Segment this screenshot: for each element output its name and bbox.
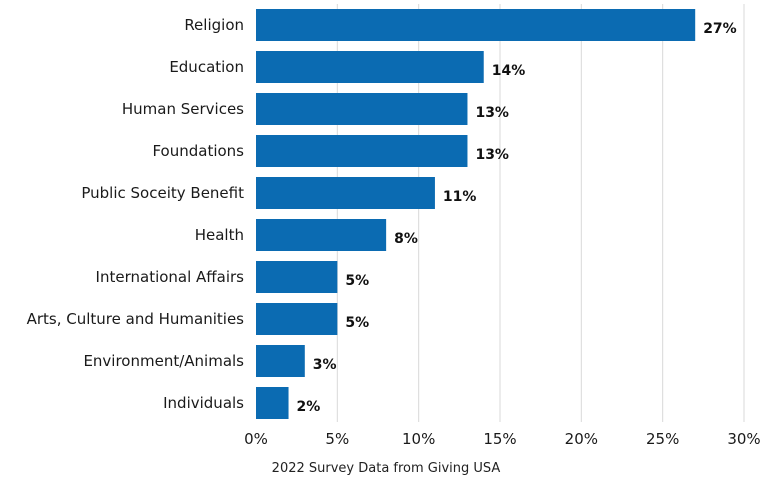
value-label: 3%	[313, 357, 337, 373]
value-label: 27%	[703, 21, 737, 37]
x-tick-label: 5%	[325, 430, 349, 448]
bar	[256, 261, 338, 293]
x-tick-label: 15%	[483, 430, 516, 448]
x-tick-label: 25%	[646, 430, 679, 448]
category-label: Religion	[184, 16, 244, 34]
x-tick-label: 20%	[565, 430, 598, 448]
value-label: 5%	[345, 273, 369, 289]
category-label: Individuals	[163, 394, 244, 412]
value-labels: 27% 14% 13% 13% 11% 8% 5% 5% 3% 2%	[297, 21, 737, 415]
bar	[256, 135, 468, 167]
x-tick-label: 10%	[402, 430, 435, 448]
x-tick-label: 30%	[727, 430, 760, 448]
value-label: 8%	[394, 231, 418, 247]
category-label: Public Soceity Benefit	[81, 184, 244, 202]
bars	[256, 9, 696, 419]
value-label: 2%	[297, 399, 321, 415]
value-label: 5%	[345, 315, 369, 331]
bar	[256, 9, 696, 41]
category-label: Human Services	[122, 100, 244, 118]
value-label: 14%	[492, 63, 526, 79]
x-axis-title: 2022 Survey Data from Giving USA	[272, 461, 501, 476]
bar	[256, 177, 435, 209]
category-labels: Religion Education Human Services Foundatio…	[27, 16, 245, 412]
bar	[256, 303, 338, 335]
bar	[256, 387, 289, 419]
bar	[256, 51, 484, 83]
category-label: Arts, Culture and Humanities	[27, 310, 245, 328]
value-label: 13%	[475, 105, 509, 121]
x-tick-label: 0%	[244, 430, 268, 448]
x-tick-labels: 0% 5% 10% 15% 20% 25% 30%	[244, 430, 761, 448]
bar	[256, 345, 305, 377]
category-label: Foundations	[152, 142, 244, 160]
category-label: Health	[195, 226, 244, 244]
category-label: Environment/Animals	[83, 352, 244, 370]
bar	[256, 219, 387, 251]
value-label: 11%	[443, 189, 477, 205]
category-label: Education	[169, 58, 244, 76]
value-label: 13%	[475, 147, 509, 163]
category-label: International Affairs	[96, 268, 245, 286]
bar	[256, 93, 468, 125]
